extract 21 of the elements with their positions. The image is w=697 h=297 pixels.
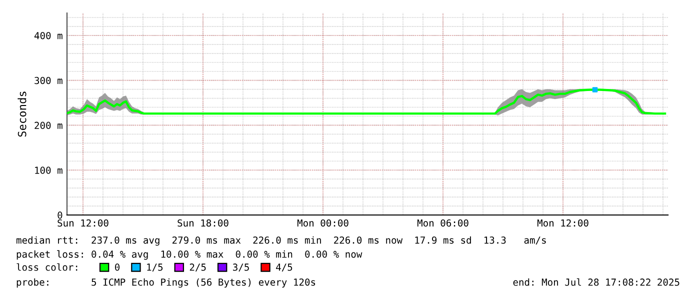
y-tick-label: 300 m [34,76,62,84]
legend-label: 1/5 [147,264,163,272]
y-tick-label: 0 [58,212,62,219]
x-tick-label: Sun 18:00 [178,219,228,227]
x-tick-label: Mon 00:00 [297,219,348,227]
y-tick-label: 200 m [34,122,62,130]
y-tick-label: 100 m [35,166,62,174]
x-tick-label: Sun 12:00 [58,219,108,227]
legend-label: 3/5 [233,264,249,272]
legend-title: loss color: [16,263,78,271]
y-tick-label: 400 m [34,32,62,40]
legend-label: 0 [115,264,120,271]
y-axis-title: Seconds [18,92,26,137]
x-tick-label: Mon 12:00 [537,219,588,227]
text: median rtt: 237.0 ms avg 279.0 ms max 226.0 ms min 226.0 ms now 17.9 ms sd 13.3 am/s [16,236,546,246]
x-tick-label: Mon 06:00 [417,219,468,227]
legend-label: 2/5 [190,264,206,272]
text: end: Mon Jul 28 17:08:22 2025 [513,278,680,286]
legend-label: 4/5 [276,264,292,272]
text: packet loss: 0.04 % avg 10.00 % max 0.00 % min 0.00 % now [16,250,362,260]
text: probe: 5 ICMP Echo Pings (56 Bytes) every 120s [16,278,316,288]
